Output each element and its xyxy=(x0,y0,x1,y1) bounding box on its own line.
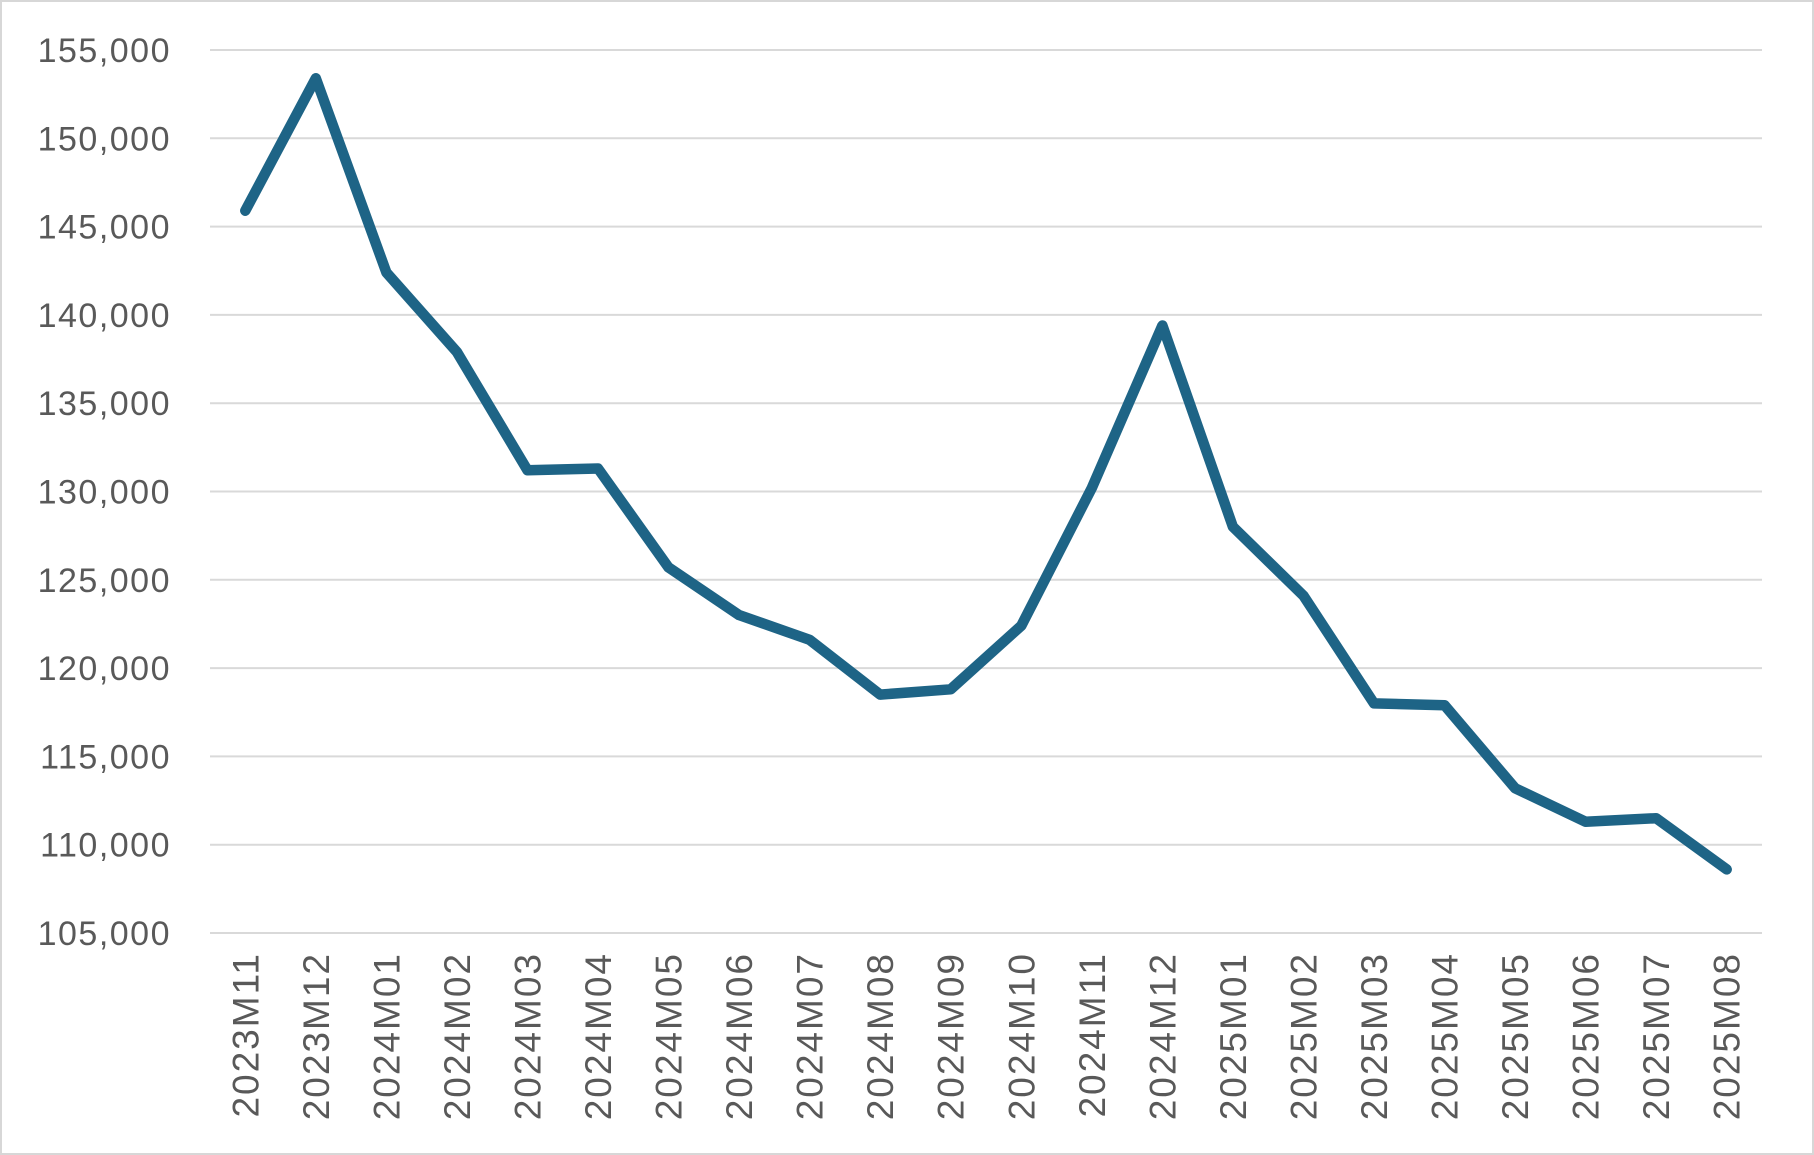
x-tick-label: 2024M08 xyxy=(860,952,901,1120)
x-tick-label: 2025M02 xyxy=(1283,952,1324,1120)
x-tick-label: 2024M07 xyxy=(790,952,831,1120)
x-tick-label: 2024M09 xyxy=(931,952,972,1120)
x-tick-label: 2025M06 xyxy=(1566,952,1607,1120)
x-tick-label: 2024M01 xyxy=(366,952,407,1120)
y-tick-label: 155,000 xyxy=(38,32,171,70)
x-tick-label: 2024M10 xyxy=(1001,952,1042,1120)
y-tick-label: 105,000 xyxy=(38,915,171,953)
x-tick-label: 2025M08 xyxy=(1707,952,1748,1120)
x-tick-label: 2024M11 xyxy=(1072,952,1113,1118)
y-tick-label: 130,000 xyxy=(38,474,171,512)
y-tick-label: 135,000 xyxy=(38,385,171,423)
y-tick-label: 115,000 xyxy=(40,738,171,776)
y-tick-label: 110,000 xyxy=(40,827,171,865)
y-tick-label: 150,000 xyxy=(38,120,171,158)
x-tick-label: 2024M12 xyxy=(1142,952,1183,1120)
x-axis-labels: 2023M11 2023M12 2024M01 2024M02 2024M03 2024M… xyxy=(225,952,1747,1120)
x-tick-label: 2023M11 xyxy=(225,952,266,1118)
x-tick-label: 2025M07 xyxy=(1636,952,1677,1120)
x-tick-label: 2025M01 xyxy=(1213,952,1254,1120)
x-tick-label: 2025M03 xyxy=(1354,952,1395,1120)
y-tick-label: 120,000 xyxy=(38,650,171,688)
x-tick-label: 2024M02 xyxy=(437,952,478,1120)
data-line-series xyxy=(240,73,1732,875)
y-tick-label: 145,000 xyxy=(38,209,171,247)
x-tick-label: 2024M03 xyxy=(507,952,548,1120)
y-tick-label: 125,000 xyxy=(38,562,171,600)
y-axis-labels: 155,000 150,000 145,000 140,000 135,000 130,0… xyxy=(38,32,171,953)
x-tick-label: 2024M06 xyxy=(719,952,760,1120)
gridlines xyxy=(210,49,1762,934)
x-tick-label: 2023M12 xyxy=(296,952,337,1120)
x-tick-label: 2025M04 xyxy=(1425,952,1466,1120)
x-tick-label: 2025M05 xyxy=(1495,952,1536,1120)
x-tick-label: 2024M04 xyxy=(578,952,619,1120)
y-tick-label: 140,000 xyxy=(38,297,171,335)
x-tick-label: 2024M05 xyxy=(649,952,690,1120)
